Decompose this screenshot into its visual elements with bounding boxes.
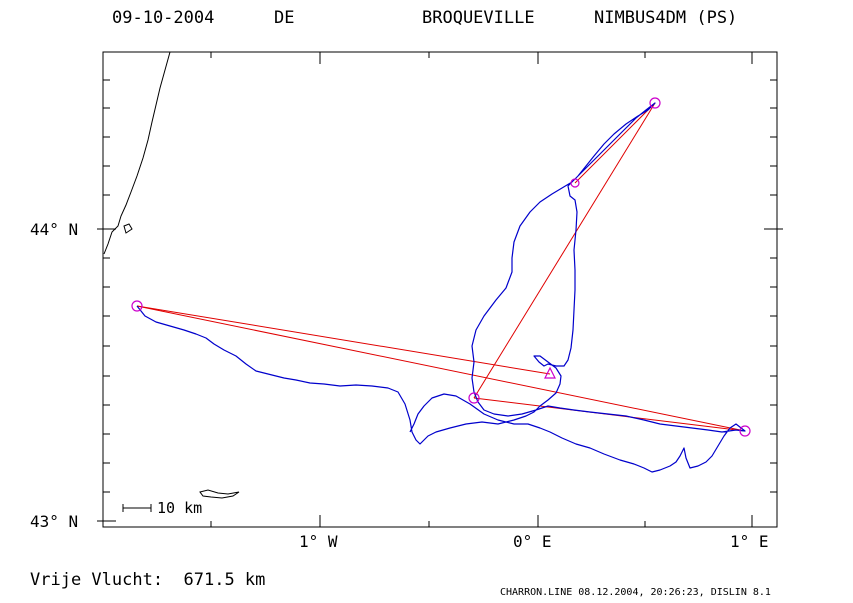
coastline	[103, 51, 171, 255]
country-code: DE	[274, 8, 295, 28]
lake-outline	[199, 489, 240, 499]
task-lines	[136, 102, 746, 432]
turnpoint-east	[739, 425, 751, 437]
x-label-1w: 1° W	[299, 532, 338, 551]
turnpoint-mid	[570, 178, 580, 188]
turnpoint-start	[131, 300, 143, 312]
flight-track	[136, 102, 746, 473]
map-frame	[102, 51, 778, 528]
flight-date: 09-10-2004	[112, 8, 215, 28]
scale-bar	[122, 504, 152, 512]
scale-bar-label: 10 km	[157, 499, 202, 517]
y-label-43n: 43° N	[30, 512, 78, 531]
finish-triangle	[544, 366, 556, 379]
glider-type: NIMBUS4DM (PS)	[594, 8, 738, 28]
pilot-name: BROQUEVILLE	[422, 8, 535, 28]
x-label-0e: 0° E	[513, 532, 552, 551]
axis-ticks	[97, 52, 783, 527]
x-label-1e: 1° E	[730, 532, 769, 551]
free-flight-distance: Vrije Vlucht: 671.5 km	[30, 570, 266, 590]
y-label-44n: 44° N	[30, 220, 78, 239]
coast-island	[123, 223, 133, 234]
turnpoint-west	[468, 392, 480, 404]
footer-credit: CHARRON.LINE 08.12.2004, 20:26:23, DISLI…	[500, 587, 771, 598]
turnpoints	[131, 97, 751, 437]
turnpoint-north	[649, 97, 661, 109]
